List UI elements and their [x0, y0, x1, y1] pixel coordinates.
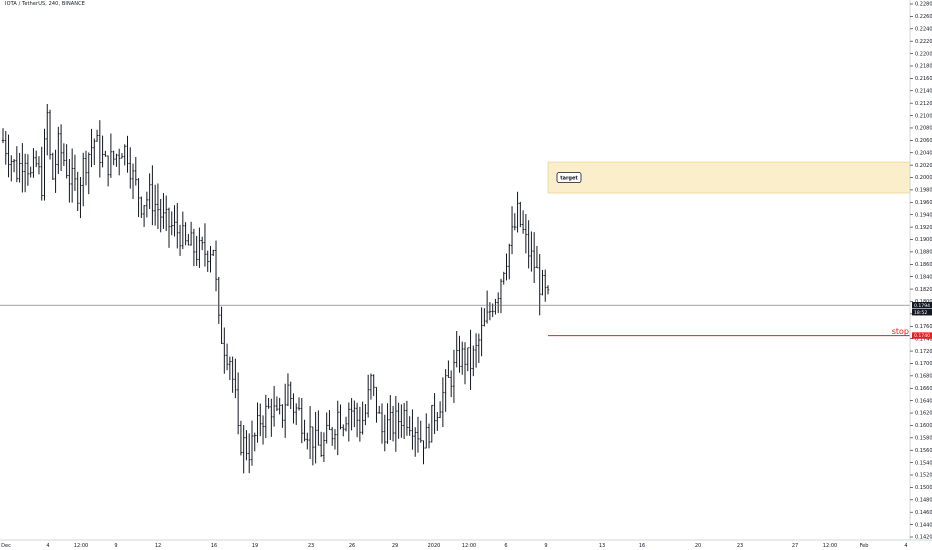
y-tick-label: 0.2140	[915, 88, 932, 94]
y-tick-label: 0.1820	[915, 287, 932, 293]
y-tick-label: 0.1880	[915, 250, 932, 256]
y-tick-label: 0.2080	[915, 126, 932, 132]
x-tick-label: 29	[392, 543, 398, 549]
y-tick-label: 0.2040	[915, 150, 932, 156]
x-tick-label: 4	[904, 543, 907, 549]
x-tick-label: 6	[504, 543, 507, 549]
chart-symbol-title: IOTA / TetherUS, 240, BINANCE	[5, 1, 85, 7]
x-tick-label: 12:00	[823, 543, 837, 549]
x-tick-label: 13	[599, 543, 605, 549]
last-price-value: 0.1794	[914, 303, 930, 309]
y-tick-label: 0.2160	[915, 76, 932, 82]
target-label-box: target	[556, 172, 582, 183]
y-tick-label: 0.1600	[915, 423, 932, 429]
y-tick-label: 0.1760	[915, 324, 932, 330]
y-tick-label: 0.2260	[915, 14, 932, 20]
y-tick-label: 0.1580	[915, 436, 932, 442]
x-tick-label: Dec	[1, 543, 11, 549]
y-tick-label: 0.1640	[915, 398, 932, 404]
x-tick-label: 27	[792, 543, 798, 549]
y-tick-label: 0.1660	[915, 386, 932, 392]
x-tick-label: 12:00	[462, 543, 476, 549]
stop-label: stop	[892, 327, 909, 336]
y-tick-label: 0.2180	[915, 64, 932, 70]
y-tick-label: 0.2020	[915, 163, 932, 169]
y-tick-label: 0.1440	[915, 522, 932, 528]
y-tick-label: 0.1860	[915, 262, 932, 268]
x-tick-label: 20	[695, 543, 701, 549]
last-price-tag	[912, 302, 932, 309]
x-tick-label: 12	[155, 543, 161, 549]
countdown-value: 18:52	[914, 310, 927, 316]
y-tick-label: 0.1500	[915, 485, 932, 491]
price-tags: 0.1794 18:52 0.1740	[912, 302, 932, 339]
x-tick-label: 9	[544, 543, 547, 549]
y-tick-label: 0.1980	[915, 188, 932, 194]
x-tick-label: 2020	[428, 543, 441, 549]
y-tick-label: 0.2220	[915, 39, 932, 45]
x-tick-label: 16	[211, 543, 217, 549]
x-tick-label: 23	[737, 543, 743, 549]
x-tick-label: 9	[114, 543, 117, 549]
y-tick-label: 0.1940	[915, 212, 932, 218]
x-tick-label: 19	[252, 543, 258, 549]
x-tick-label: Feb	[860, 543, 869, 549]
y-tick-label: 0.1620	[915, 411, 932, 417]
target-label: target	[560, 175, 578, 181]
stop-price-tag	[912, 332, 932, 339]
y-tick-label: 0.1840	[915, 274, 932, 280]
y-tick-label: 0.1740	[915, 336, 932, 342]
target-zone	[547, 161, 911, 194]
y-tick-label: 0.1420	[915, 535, 932, 541]
price-bars	[1, 103, 550, 474]
countdown-tag	[912, 309, 932, 316]
x-tick-label: 4	[46, 543, 49, 549]
y-tick-label: 0.2060	[915, 138, 932, 144]
x-axis-ticks: Dec 4 12:00 9 12 16 19 23 26 29 2020 12:00 6 9 13 16 20 2…	[1, 543, 907, 549]
y-tick-label: 0.1700	[915, 361, 932, 367]
y-tick-label: 0.1960	[915, 200, 932, 206]
y-tick-label: 0.1920	[915, 225, 932, 231]
y-tick-label: 0.1900	[915, 237, 932, 243]
y-tick-label: 0.2100	[915, 113, 932, 119]
y-axis-ticks: 0.2280 0.2260 0.2240 0.2220 0.2200 0.2180 0.21…	[910, 2, 932, 541]
y-tick-label: 0.1680	[915, 374, 932, 380]
y-tick-label: 0.2000	[915, 175, 932, 181]
y-tick-label: 0.2200	[915, 51, 932, 57]
x-tick-label: 26	[349, 543, 355, 549]
x-tick-label: 16	[639, 543, 645, 549]
y-tick-label: 0.1460	[915, 510, 932, 516]
y-tick-label: 0.1540	[915, 460, 932, 466]
x-tick-label: 23	[308, 543, 314, 549]
y-tick-label: 0.1560	[915, 448, 932, 454]
y-tick-label: 0.2240	[915, 26, 932, 32]
x-tick-label: 12:00	[74, 543, 88, 549]
y-tick-label: 0.1520	[915, 473, 932, 479]
y-tick-label: 0.1480	[915, 498, 932, 504]
y-tick-label: 0.1720	[915, 349, 932, 355]
stop-price-value: 0.1740	[914, 333, 930, 339]
y-tick-label: 0.2120	[915, 101, 932, 107]
y-tick-label: 0.2280	[915, 2, 932, 8]
